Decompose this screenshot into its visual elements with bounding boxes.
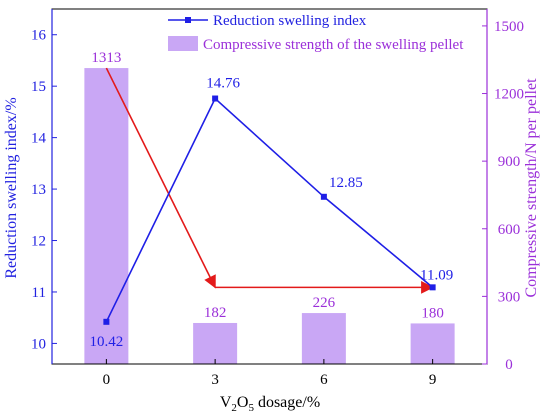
y-right-tick-label-900: 900: [498, 154, 521, 170]
y-right-tick-label-600: 600: [498, 222, 521, 238]
legend-line-label: Reduction swelling index: [213, 13, 367, 29]
x-axis-title: V2O5 dosage/%: [220, 394, 320, 414]
bar-label-6: 226: [313, 295, 336, 311]
line-series: [103, 95, 436, 325]
bar-label-9: 180: [421, 305, 444, 321]
bar-6: [301, 313, 346, 364]
axis-ticks: 0 3 6 9 10 11 12 13 14 15 16 0 300 600 900 1200 1500: [31, 19, 524, 388]
y-left-axis-title: Reduction swelling index/%: [3, 97, 20, 278]
line-point-9: [429, 284, 436, 291]
x-tick-label-3: 3: [211, 372, 219, 388]
line-label-6: 12.85: [329, 175, 363, 191]
y-left-tick-label-11: 11: [32, 285, 46, 301]
x-tick-label-0: 0: [103, 372, 111, 388]
bar-9: [410, 323, 455, 364]
y-left-tick-label-10: 10: [31, 336, 46, 352]
bar-0: [84, 68, 129, 365]
x-tick-label-9: 9: [429, 372, 437, 388]
x-axis-title-mid: O: [237, 394, 249, 411]
trend-arrow-down: [105, 67, 216, 289]
y-left-tick-label-13: 13: [31, 182, 46, 198]
legend: Reduction swelling index Compressive str…: [168, 13, 464, 53]
y-left-tick-label-16: 16: [31, 28, 47, 44]
legend-bar-swatch: [168, 36, 198, 51]
trend-arrows: [105, 67, 434, 294]
y-left-tick-label-15: 15: [31, 79, 46, 95]
y-right-tick-label-300: 300: [498, 289, 521, 305]
y-right-tick-label-1500: 1500: [494, 19, 524, 35]
y-right-tick-label-0: 0: [505, 357, 513, 373]
x-tick-label-6: 6: [320, 372, 328, 388]
x-axis-title-sub2: 5: [248, 402, 254, 414]
x-axis-title-sub1: 2: [231, 402, 237, 414]
bar-series: [84, 68, 455, 365]
line-point-6: [320, 193, 327, 200]
x-axis-title-main: V: [220, 394, 232, 411]
y-left-tick-label-12: 12: [31, 234, 46, 250]
legend-line-marker: [185, 17, 191, 23]
data-labels: 10.42 14.76 12.85 11.09 1313 182 226 180: [90, 50, 454, 350]
legend-bar-label: Compressive strength of the swelling pel…: [203, 37, 464, 53]
y-right-axis-title: Compressive strength/N per pellet: [523, 78, 540, 298]
line-point-0: [103, 318, 110, 325]
line-label-9: 11.09: [420, 267, 453, 283]
line-label-0: 10.42: [90, 334, 124, 350]
bar-label-3: 182: [204, 305, 227, 321]
line-label-3: 14.76: [206, 76, 240, 92]
y-right-tick-label-1200: 1200: [494, 87, 524, 103]
line-path: [105, 97, 434, 323]
line-point-3: [212, 95, 219, 102]
x-axis-title-tail: dosage/%: [254, 394, 320, 411]
y-left-tick-label-14: 14: [31, 131, 47, 147]
bar-3: [193, 322, 238, 364]
bar-label-0: 1313: [91, 50, 121, 66]
